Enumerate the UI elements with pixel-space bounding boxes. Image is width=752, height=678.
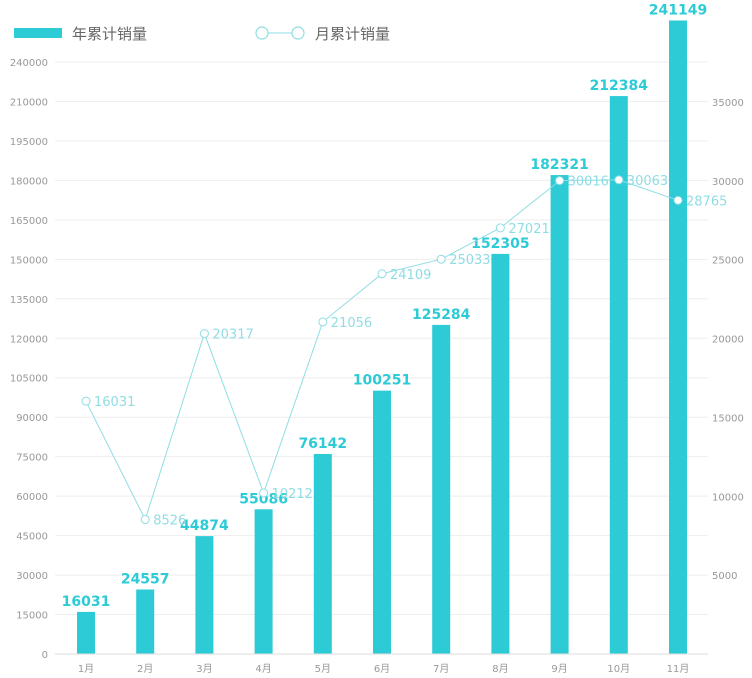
bar-value-label: 182321 <box>530 157 588 173</box>
line-point <box>199 329 209 339</box>
bar <box>77 611 95 654</box>
bar <box>491 253 510 654</box>
bar-value-label: 152305 <box>471 236 529 252</box>
line-point <box>259 488 269 498</box>
line-point <box>140 515 150 525</box>
bar-value-labels: 16031 24557 44874 55086 76142 100251 125284 152… <box>62 3 708 610</box>
y-left-tick-label: 195000 <box>10 137 48 148</box>
line-value-label: 25033 <box>449 253 490 268</box>
bar <box>432 324 451 654</box>
line-point <box>614 175 624 185</box>
bar <box>136 589 155 654</box>
bar-value-label: 125284 <box>412 307 471 323</box>
y-right-tick-label: 25000 <box>712 256 744 267</box>
line-value-label: 8526 <box>153 514 186 529</box>
line-point <box>318 317 328 327</box>
y-left-tick-label: 240000 <box>10 58 48 69</box>
bar-value-label: 76142 <box>298 436 347 452</box>
legend-line-swatch[interactable] <box>255 26 305 40</box>
y-left-tick-label: 210000 <box>10 97 48 108</box>
x-tick-label: 6月 <box>374 663 390 675</box>
y-left-tick-label: 135000 <box>10 295 48 306</box>
legend: 年累计销量 月累计销量 <box>14 25 390 43</box>
line-point <box>673 195 683 205</box>
y-left-tick-label: 105000 <box>10 374 48 385</box>
y-left-tick-label: 180000 <box>10 176 48 187</box>
line-point <box>377 269 387 279</box>
line-value-label: 20317 <box>212 328 253 343</box>
y-left-tick-label: 90000 <box>16 413 48 424</box>
y-right-tick-label: 15000 <box>712 413 744 424</box>
y-right-tick-label: 20000 <box>712 335 744 346</box>
bar <box>550 175 569 654</box>
y-right-tick-label: 30000 <box>712 177 744 188</box>
bar-value-label: 241149 <box>649 3 707 19</box>
bar <box>254 509 273 654</box>
x-tick-label: 4月 <box>255 663 271 675</box>
x-tick-label: 7月 <box>433 663 449 675</box>
x-tick-label: 1月 <box>78 663 94 675</box>
x-tick-label: 5月 <box>315 663 331 675</box>
bar-value-label: 55086 <box>239 491 288 507</box>
x-tick-label: 3月 <box>196 663 212 675</box>
line-point <box>81 396 91 406</box>
bar <box>313 453 332 654</box>
y-left-tick-label: 75000 <box>16 453 48 464</box>
bar <box>195 536 214 654</box>
line-value-label: 30063 <box>627 174 668 189</box>
line-value-label: 10212 <box>272 487 313 502</box>
legend-line-label[interactable]: 月累计销量 <box>315 25 390 43</box>
line-point <box>555 176 565 186</box>
y-axis-right: 5000 10000 15000 20000 25000 30000 35000 <box>712 98 744 582</box>
x-tick-label: 8月 <box>492 663 508 675</box>
line-point <box>495 223 505 233</box>
bar-value-label: 212384 <box>590 78 649 94</box>
x-tick-label: 9月 <box>551 663 567 675</box>
bar-series <box>77 20 687 655</box>
y-right-tick-label: 35000 <box>712 98 744 109</box>
y-left-tick-label: 45000 <box>16 532 48 543</box>
y-left-tick-label: 0 <box>42 650 48 661</box>
line-value-labels: 16031 8526 20317 10212 21056 24109 25033 27021 3… <box>94 174 727 529</box>
bar-value-label: 24557 <box>121 571 170 587</box>
bar-value-label: 16031 <box>62 594 111 610</box>
line-value-label: 28765 <box>686 194 727 209</box>
line-value-label: 21056 <box>331 316 372 331</box>
y-right-tick-label: 10000 <box>712 492 744 503</box>
x-tick-label: 2月 <box>137 663 153 675</box>
y-left-tick-label: 60000 <box>16 492 48 503</box>
bar <box>373 390 391 654</box>
line-value-label: 16031 <box>94 395 135 410</box>
line-value-label: 30016 <box>568 175 609 190</box>
bar-value-label: 100251 <box>353 373 411 389</box>
bar <box>609 96 628 654</box>
y-left-tick-label: 165000 <box>10 216 48 227</box>
line-value-label: 24109 <box>390 268 431 283</box>
y-right-tick-label: 5000 <box>712 571 737 582</box>
bar <box>669 20 687 655</box>
y-left-tick-label: 30000 <box>16 571 48 582</box>
legend-bar-swatch[interactable] <box>14 28 62 38</box>
y-axis-left: 0 15000 30000 45000 60000 75000 90000 105000 120… <box>10 58 48 661</box>
y-left-tick-label: 15000 <box>16 611 48 622</box>
x-axis: 1月 2月 3月 4月 5月 6月 7月 8月 9月 10月 11月 <box>55 653 708 675</box>
line-value-label: 27021 <box>508 222 549 237</box>
x-tick-label: 10月 <box>607 663 630 675</box>
bar-value-label: 44874 <box>180 518 229 534</box>
x-tick-label: 11月 <box>667 663 690 675</box>
line-series <box>81 175 683 525</box>
legend-bar-label[interactable]: 年累计销量 <box>72 25 147 43</box>
y-left-tick-label: 150000 <box>10 255 48 266</box>
line-point <box>436 254 446 264</box>
y-left-tick-label: 120000 <box>10 334 48 345</box>
